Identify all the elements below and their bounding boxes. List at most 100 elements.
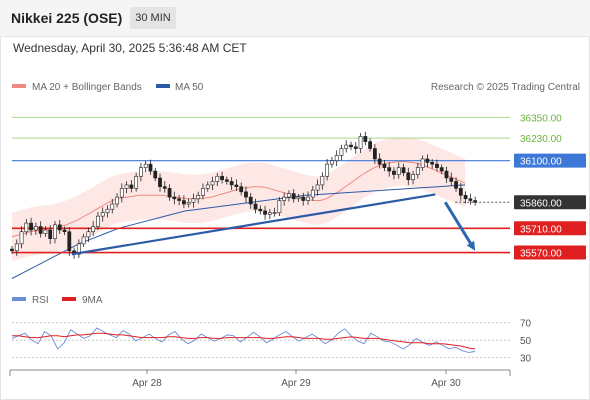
candle-body [229,181,234,186]
candle-body [444,170,449,179]
time-axis-label: Apr 29 [281,378,311,389]
projection-arrow-head [466,240,476,251]
candle-body [24,222,29,233]
ma50-legend-swatch [156,84,170,88]
rsi-tick-label: 50 [520,336,532,347]
candle-body [420,158,425,168]
candle-body [234,184,239,187]
rsi-panel: 70 50 30 [11,319,532,365]
candle-body [439,167,444,172]
candle-body [411,174,415,181]
candle-body [382,163,387,168]
candle-body [129,184,134,189]
candle-body [287,193,291,198]
candle-body [377,158,382,165]
candle-body [115,196,119,205]
price-panel: 36350.00 36230.00 36100.00 35860.00 35710.00… [10,113,586,279]
rsi-tick-label: 30 [520,354,532,365]
rsi-tick-label: 70 [520,319,532,330]
level-tag-bg [514,153,586,168]
candle-body [162,186,167,189]
candle-body [282,196,287,201]
candle-body [272,212,277,214]
candle-body [110,203,115,210]
timestamp: Wednesday, April 30, 2025 5:36:48 AM CET [13,41,247,55]
candle-body [248,196,253,205]
time-axis-label: Apr 28 [132,378,162,389]
candle-body [81,236,86,245]
candle-body [14,243,19,252]
candle-body [76,243,81,255]
candle-body [224,179,229,182]
candle-body [91,226,96,233]
candle-body [406,172,411,181]
time-axis: Apr 28 Apr 29 Apr 30 [9,369,511,389]
instrument-title: Nikkei 225 (OSE) [11,10,123,26]
candle-body [396,167,401,175]
candle-body [349,144,353,148]
level-tag-bg [514,245,586,260]
rsi-ma-legend-swatch [62,297,76,301]
candle-body [96,215,100,227]
candle-body [186,201,191,205]
candle-body [29,222,33,231]
candle-body [134,175,139,189]
candle-body [454,181,458,189]
candle-body [67,231,72,252]
candle-body [167,188,172,198]
trend-line [71,193,436,256]
candle-body [57,224,62,231]
candle-body [215,175,220,182]
rsi-legend-swatch [12,297,26,301]
time-axis-label: Apr 30 [431,378,461,389]
level-tag-label: 36230.00 [520,134,562,145]
level-tag-label: 35860.00 [520,198,562,209]
candle-body [330,160,334,165]
level-tag-label: 36100.00 [520,157,562,168]
rsi-line [11,327,476,353]
header-bar: Nikkei 225 (OSE) 30 MIN [0,0,590,37]
ma20-legend-label: MA 20 + Bollinger Bands [32,82,142,93]
candle-body [387,167,392,172]
candle-body [53,224,57,239]
candle-body [48,229,53,239]
candle-body [277,200,282,213]
candle-body [38,226,43,234]
candle-body [435,163,439,168]
candle-body [392,170,396,175]
candle-body [310,189,315,198]
candle-body [372,148,377,160]
candle-body [325,163,330,177]
timeframe-badge[interactable]: 30 MIN [130,7,176,29]
candle-body [10,248,14,252]
candle-body [430,162,435,165]
candle-body [153,170,158,179]
candle-body [463,195,468,200]
candle-body [263,210,267,215]
candle-body [358,136,363,149]
candle-body [449,177,454,182]
candle-body [401,167,406,174]
candle-body [258,208,263,212]
candle-body [267,212,272,215]
ma20-line [11,161,466,238]
candle-body [143,163,148,168]
projection-arrow-shaft [443,201,474,247]
candle-body [100,212,105,217]
candle-body [220,175,224,181]
candle-body [181,200,186,205]
rsi-legend-label: RSI [32,295,49,306]
candle-body [210,181,215,186]
candle-body [19,231,24,245]
level-tag-label: 35710.00 [520,224,562,235]
candle-body [458,188,463,196]
candle-body [425,158,430,163]
candle-body [339,148,344,156]
ma50-line [11,184,466,279]
candle-body [306,196,310,201]
candle-body [139,167,143,177]
candle-body [148,163,153,172]
credit-label: Research © 2025 Trading Central [431,82,580,93]
candle-body [301,196,306,201]
